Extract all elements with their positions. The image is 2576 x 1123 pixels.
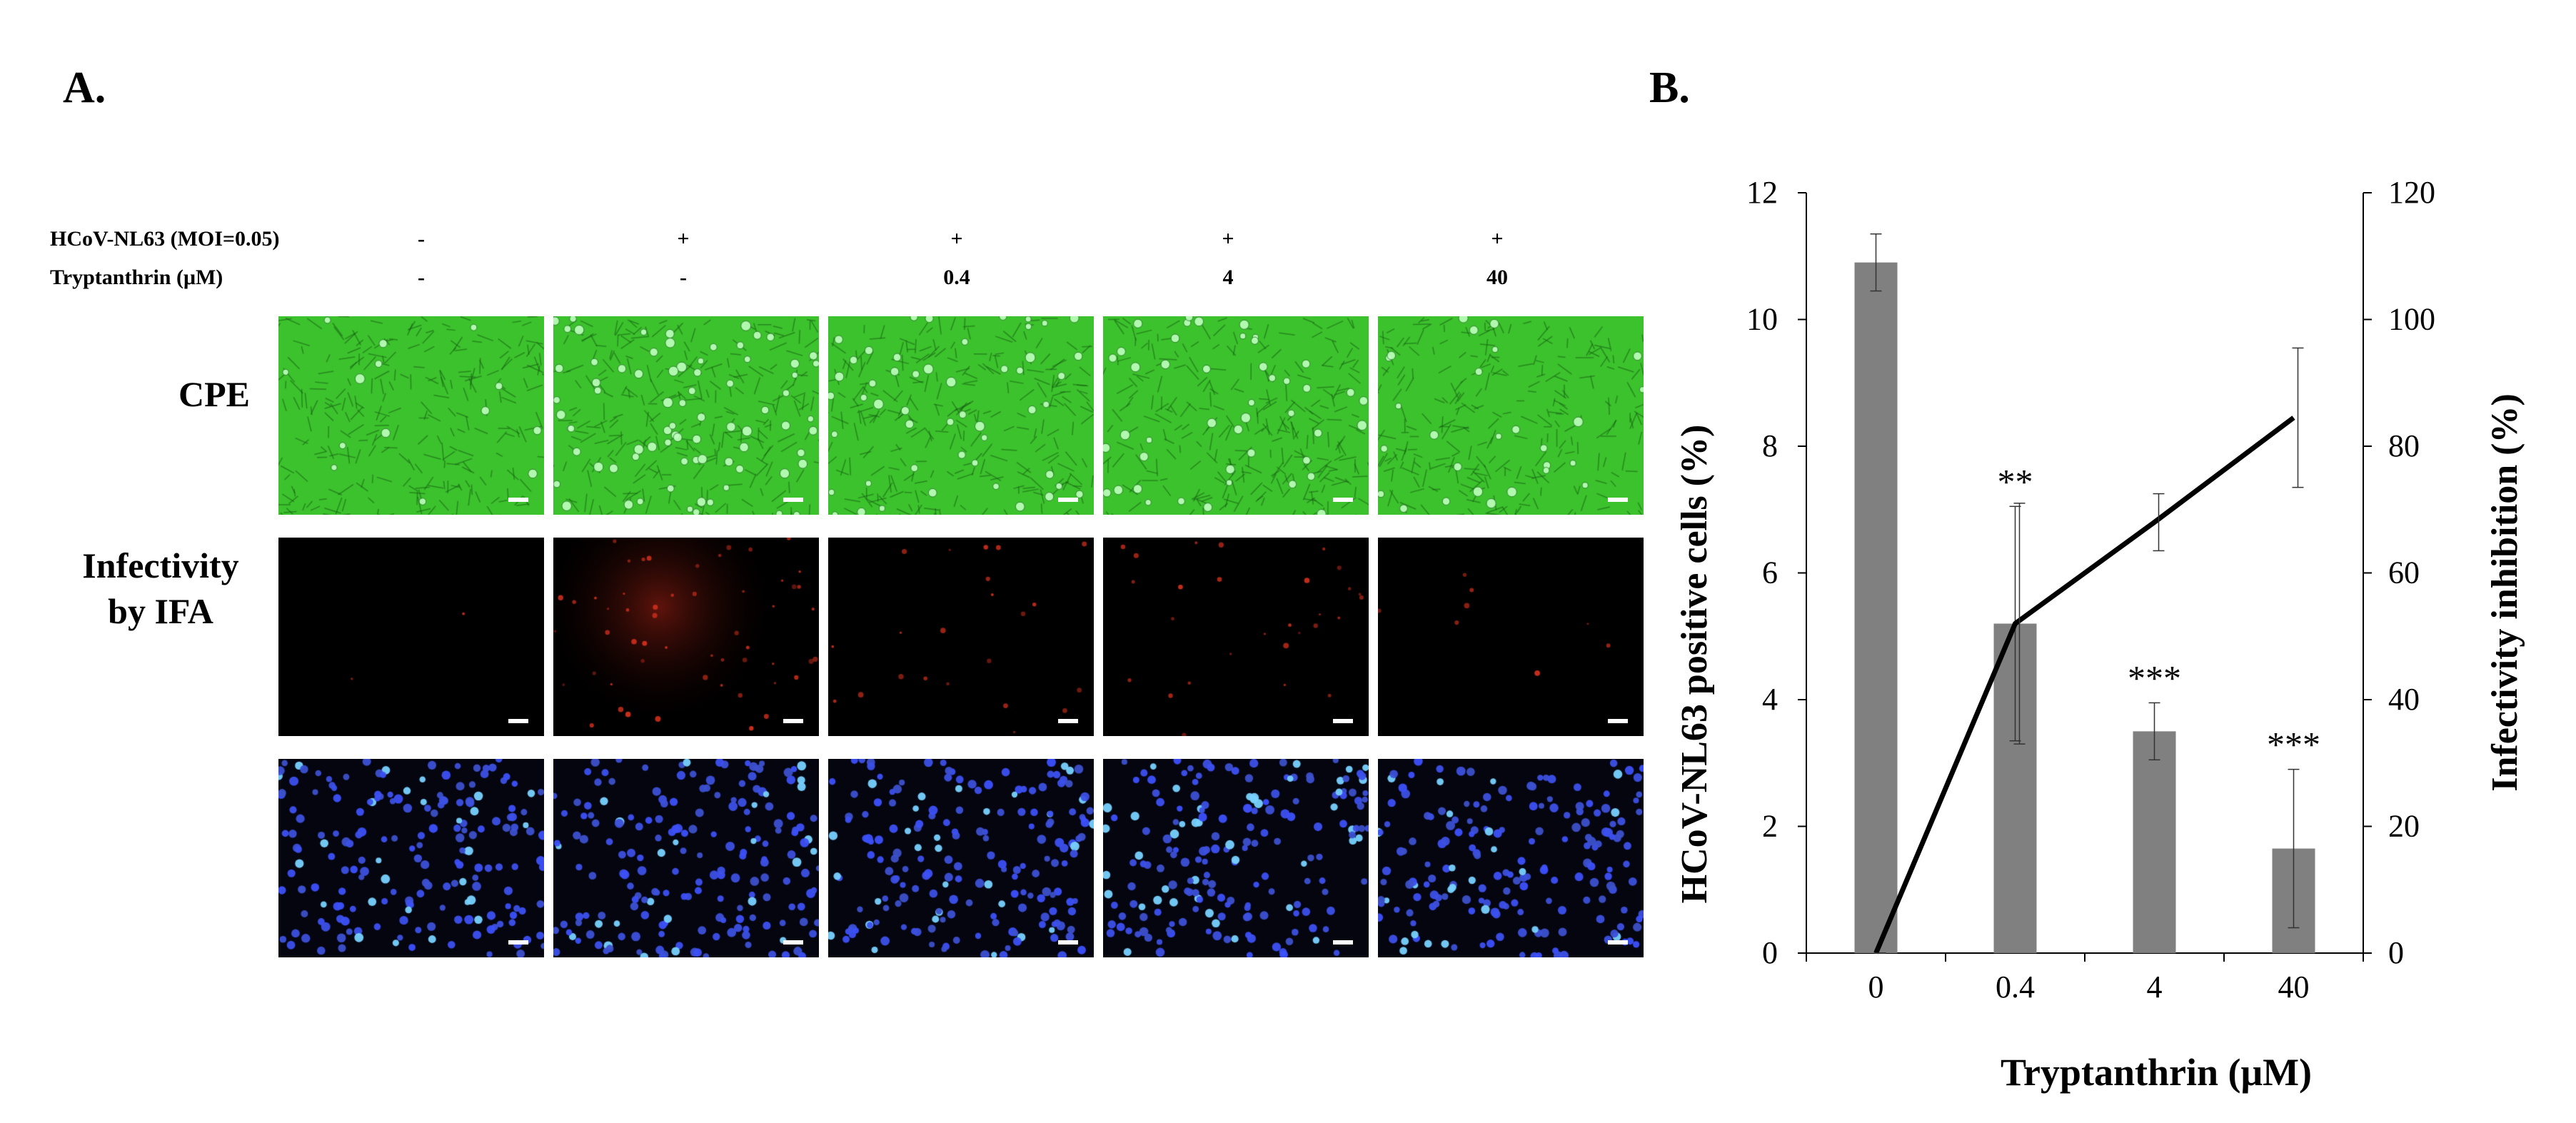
cpe-image-1: [278, 316, 544, 515]
ifa-row-label: Infectivity by IFA: [57, 543, 264, 634]
y-tick-label: 10: [1746, 302, 1778, 337]
virus-cond-3: +: [950, 227, 963, 251]
significance-label: ***: [2267, 725, 2320, 765]
scale-bar: [783, 719, 803, 723]
nuclei-image-5: [1378, 759, 1644, 957]
drug-cond-2: -: [680, 266, 687, 289]
x-tick-label: 0.4: [1996, 970, 2035, 1004]
scale-bar: [1333, 940, 1353, 945]
virus-row-label: HCoV-NL63 (MOI=0.05): [50, 227, 280, 251]
scale-bar: [508, 498, 528, 502]
cpe-image-5: [1378, 316, 1644, 515]
scale-bar: [508, 940, 528, 945]
y2-axis-title: Infectivity inhibition (%): [2485, 393, 2525, 792]
virus-cond-4: +: [1222, 227, 1234, 251]
scale-bar: [1058, 940, 1078, 945]
drug-cond-3: 0.4: [943, 266, 970, 289]
nuclei-image-3: [828, 759, 1094, 957]
panel-b-label: B.: [1649, 64, 1690, 112]
virus-cond-2: +: [677, 227, 690, 251]
virus-cond-5: +: [1491, 227, 1504, 251]
y2-tick-label: 100: [2388, 302, 2435, 337]
nuclei-image-1: [278, 759, 544, 957]
y-tick-label: 2: [1762, 809, 1778, 844]
y2-tick-label: 80: [2388, 428, 2420, 463]
y-axis-title: HCoV-NL63 positive cells (%): [1674, 425, 1715, 904]
scale-bar: [1333, 498, 1353, 502]
bar: [2133, 731, 2176, 953]
ifa-row-label-text: Infectivity by IFA: [82, 545, 239, 631]
scale-bar: [1333, 719, 1353, 723]
y-tick-label: 6: [1762, 555, 1778, 590]
scale-bar: [1608, 940, 1628, 945]
virus-cond-1: -: [418, 227, 425, 251]
scale-bar: [783, 498, 803, 502]
scale-bar: [1608, 498, 1628, 502]
y-tick-label: 4: [1762, 682, 1778, 717]
drug-cond-1: -: [418, 266, 425, 289]
scale-bar: [783, 940, 803, 945]
y-tick-label: 0: [1762, 935, 1778, 970]
y-tick-label: 12: [1746, 175, 1778, 210]
ifa-image-4: [1103, 538, 1369, 736]
x-axis-title: Tryptanthrin (μM): [2001, 1051, 2312, 1094]
cpe-image-3: [828, 316, 1094, 515]
drug-row-label: Tryptanthrin (μM): [50, 266, 223, 289]
panel-a-label: A.: [63, 64, 106, 112]
inhibition-line: [1873, 416, 2295, 955]
significance-label: ***: [2128, 658, 2181, 698]
y2-tick-label: 0: [2388, 935, 2404, 970]
x-tick-label: 4: [2147, 970, 2163, 1004]
cpe-image-4: [1103, 316, 1369, 515]
ifa-image-3: [828, 538, 1094, 736]
ifa-image-5: [1378, 538, 1644, 736]
nuclei-image-2: [553, 759, 819, 957]
scale-bar: [508, 719, 528, 723]
scale-bar: [1058, 498, 1078, 502]
y-tick-label: 8: [1762, 428, 1778, 463]
cpe-row-label: CPE: [178, 374, 250, 414]
y2-tick-label: 60: [2388, 555, 2420, 590]
scale-bar: [1608, 719, 1628, 723]
ifa-image-1: [278, 538, 544, 736]
nuclei-image-4: [1103, 759, 1369, 957]
cpe-image-2: [553, 316, 819, 515]
y2-tick-label: 120: [2388, 175, 2435, 210]
x-tick-label: 40: [2278, 970, 2310, 1004]
significance-label: **: [1998, 461, 2033, 501]
drug-cond-4: 4: [1222, 266, 1234, 289]
y2-tick-label: 40: [2388, 682, 2420, 717]
ifa-image-2: [553, 538, 819, 736]
bar: [1854, 262, 1898, 953]
drug-cond-5: 40: [1486, 266, 1508, 289]
scale-bar: [1058, 719, 1078, 723]
y2-tick-label: 20: [2388, 809, 2420, 844]
x-tick-label: 0: [1868, 970, 1884, 1004]
